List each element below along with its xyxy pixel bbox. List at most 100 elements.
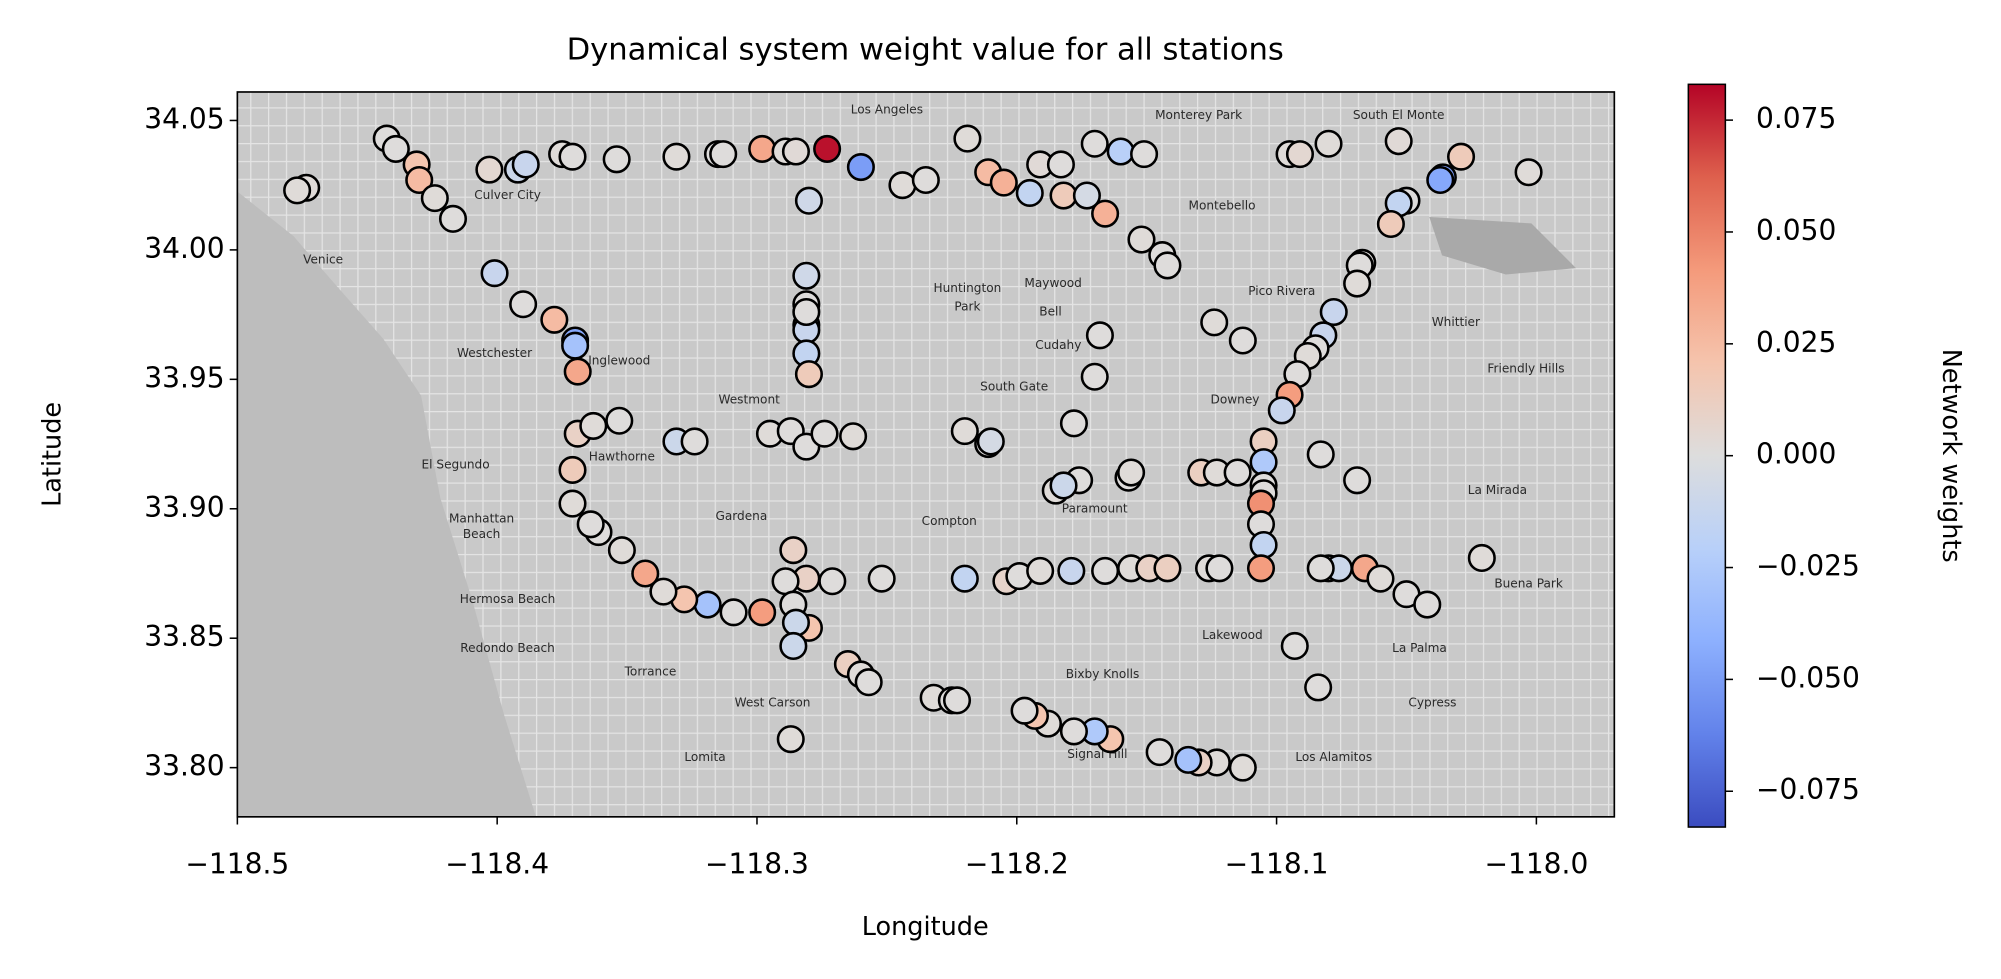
station-point (1467, 543, 1496, 572)
colorbar-tick-label: 0.000 (1756, 438, 1836, 471)
station-point (781, 137, 810, 166)
map-label: Whittier (1432, 315, 1480, 329)
map-label: El Segundo (422, 457, 490, 471)
station-point (1057, 556, 1086, 585)
station-point (1200, 308, 1229, 337)
colorbar-tick-label: −0.050 (1756, 661, 1860, 694)
map-label: Paramount (1062, 501, 1128, 515)
station-point (561, 331, 590, 360)
station-point (1091, 556, 1120, 585)
station-point (748, 134, 777, 163)
station-point (283, 176, 312, 205)
station-point (794, 360, 823, 389)
map-label: Redondo Beach (460, 641, 555, 655)
map-label: Downey (1211, 393, 1260, 407)
colorbar-tick-label: −0.075 (1756, 773, 1860, 806)
station-point (976, 427, 1005, 456)
station-point (1106, 137, 1135, 166)
station-point (1319, 297, 1348, 327)
map-label: Los Alamitos (1295, 750, 1372, 764)
station-point (1117, 458, 1146, 487)
chart-title: Dynamical system weight value for all st… (567, 33, 1284, 68)
station-point (1314, 129, 1343, 158)
map-label: Friendly Hills (1487, 361, 1564, 375)
y-tick-label: 33.85 (144, 620, 224, 653)
station-point (1280, 631, 1309, 661)
station-point (1046, 150, 1075, 179)
map-label: Bixby Knolls (1066, 667, 1140, 681)
map-label: Manhattan (449, 512, 514, 526)
map-label: Huntington (934, 281, 1002, 295)
station-point (1285, 140, 1315, 169)
station-point (480, 259, 509, 288)
station-point (953, 124, 982, 153)
x-tick-label: −118.2 (965, 847, 1069, 880)
station-point (405, 165, 434, 195)
station-point (607, 536, 636, 565)
station-point (792, 261, 821, 290)
station-point (1072, 181, 1101, 210)
station-point (1267, 396, 1296, 425)
station-point (813, 134, 842, 163)
station-point (779, 631, 808, 661)
station-point (558, 455, 587, 484)
colorbar-tick-label: 0.050 (1756, 214, 1836, 247)
station-point (794, 186, 823, 215)
station-point (989, 168, 1018, 197)
colorbar-label: Network weights (1936, 349, 1966, 563)
station-point (748, 598, 777, 627)
station-point (1153, 554, 1182, 583)
colorbar (1687, 83, 1727, 828)
map-label: Westmont (718, 393, 780, 407)
station-point (662, 142, 691, 171)
y-tick-label: 34.00 (144, 232, 224, 265)
station-point (1174, 745, 1203, 774)
map-label: Gardena (715, 509, 767, 523)
map-label: Culver City (474, 188, 541, 202)
map-label: Cypress (1408, 695, 1456, 709)
y-tick-label: 33.95 (144, 361, 224, 394)
map-label: Westchester (457, 346, 532, 360)
station-point (1145, 738, 1174, 767)
station-point (420, 184, 449, 213)
x-tick-label: −118.5 (185, 847, 289, 880)
station-point (1426, 165, 1455, 195)
station-point (1026, 556, 1055, 585)
map-label: Beach (463, 527, 501, 541)
station-point (771, 567, 800, 596)
map-label: Maywood (1024, 276, 1081, 290)
station-point (1010, 696, 1039, 725)
axes-frame (236, 91, 1616, 818)
colorbar-tick-label: −0.025 (1756, 550, 1860, 583)
station-point (1015, 178, 1044, 207)
x-tick-label: −118.4 (445, 847, 549, 880)
station-point (779, 536, 808, 565)
station-point (709, 140, 738, 169)
x-axis-label: Longitude (862, 912, 989, 942)
station-point (1127, 225, 1156, 254)
station-point (1246, 554, 1276, 583)
station-point (846, 153, 875, 182)
station-point (719, 598, 748, 627)
station-point (563, 357, 592, 386)
station-point (950, 417, 979, 446)
colorbar-tick-label: 0.025 (1756, 326, 1836, 359)
station-point (540, 305, 569, 334)
station-point (1091, 199, 1120, 228)
map-label: Monterey Park (1155, 108, 1242, 122)
station-point (781, 608, 810, 637)
map-label: Compton (922, 514, 977, 528)
map-label: Cudahy (1035, 338, 1081, 352)
y-tick-label: 33.90 (144, 491, 224, 524)
station-point (438, 204, 468, 233)
station-point (1223, 458, 1252, 487)
station-point (680, 427, 709, 456)
station-point (381, 134, 410, 163)
map-label: Hawthorne (589, 449, 655, 463)
map-label: Hermosa Beach (460, 592, 556, 606)
station-point (631, 559, 660, 588)
map-label: South El Monte (1353, 108, 1445, 122)
station-point (1384, 127, 1413, 156)
station-point (810, 419, 839, 448)
